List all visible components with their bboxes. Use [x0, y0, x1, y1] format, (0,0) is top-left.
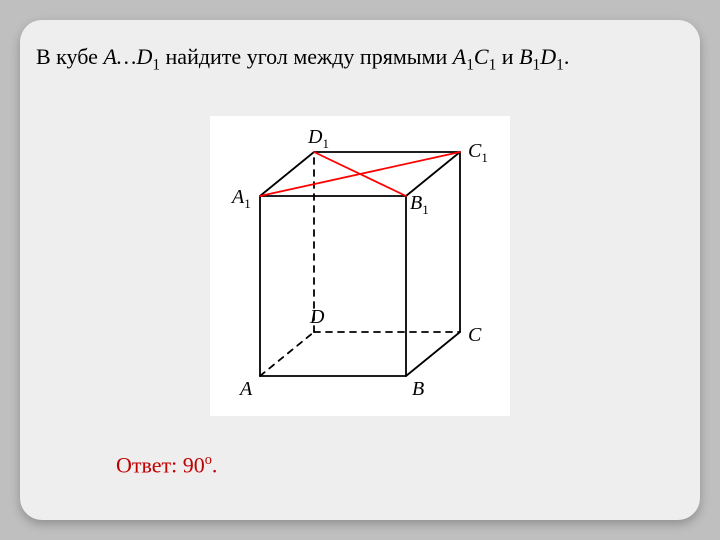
- answer-unit: o: [205, 452, 212, 468]
- answer-end: .: [212, 452, 218, 477]
- txt-l2b-sub: 1: [556, 56, 564, 73]
- vertex-label-D: D: [310, 306, 324, 329]
- vertex-label-B1: B1: [410, 192, 429, 218]
- vertex-label-D1: D1: [308, 126, 329, 152]
- txt-cube-sub: 1: [152, 56, 160, 73]
- answer-value: 90: [183, 452, 205, 477]
- txt-l2b: D: [540, 44, 556, 69]
- txt-and: и: [496, 44, 519, 69]
- answer-label: Ответ:: [116, 452, 183, 477]
- txt-cube: A…D: [103, 44, 152, 69]
- txt-pre: В кубе: [36, 44, 103, 69]
- txt-l2a: B: [519, 44, 532, 69]
- cube-svg: [210, 116, 510, 416]
- vertex-label-A1: A1: [232, 186, 251, 212]
- slide-card: В кубе A…D1 найдите угол между прямыми A…: [20, 20, 700, 520]
- txt-mid: найдите угол между прямыми: [160, 44, 453, 69]
- txt-l1a-sub: 1: [466, 56, 474, 73]
- answer-text: Ответ: 90o.: [116, 452, 217, 478]
- vertex-label-C1: C1: [468, 140, 488, 166]
- problem-text: В кубе A…D1 найдите угол между прямыми A…: [36, 44, 686, 74]
- vertex-label-A: A: [240, 378, 252, 401]
- cube-figure: A B C D A1 B1 C1 D1: [210, 116, 510, 416]
- txt-end: .: [564, 44, 570, 69]
- vertex-label-B: B: [412, 378, 424, 401]
- txt-l1b: C: [474, 44, 489, 69]
- txt-l1a: A: [453, 44, 466, 69]
- vertex-label-C: C: [468, 324, 481, 347]
